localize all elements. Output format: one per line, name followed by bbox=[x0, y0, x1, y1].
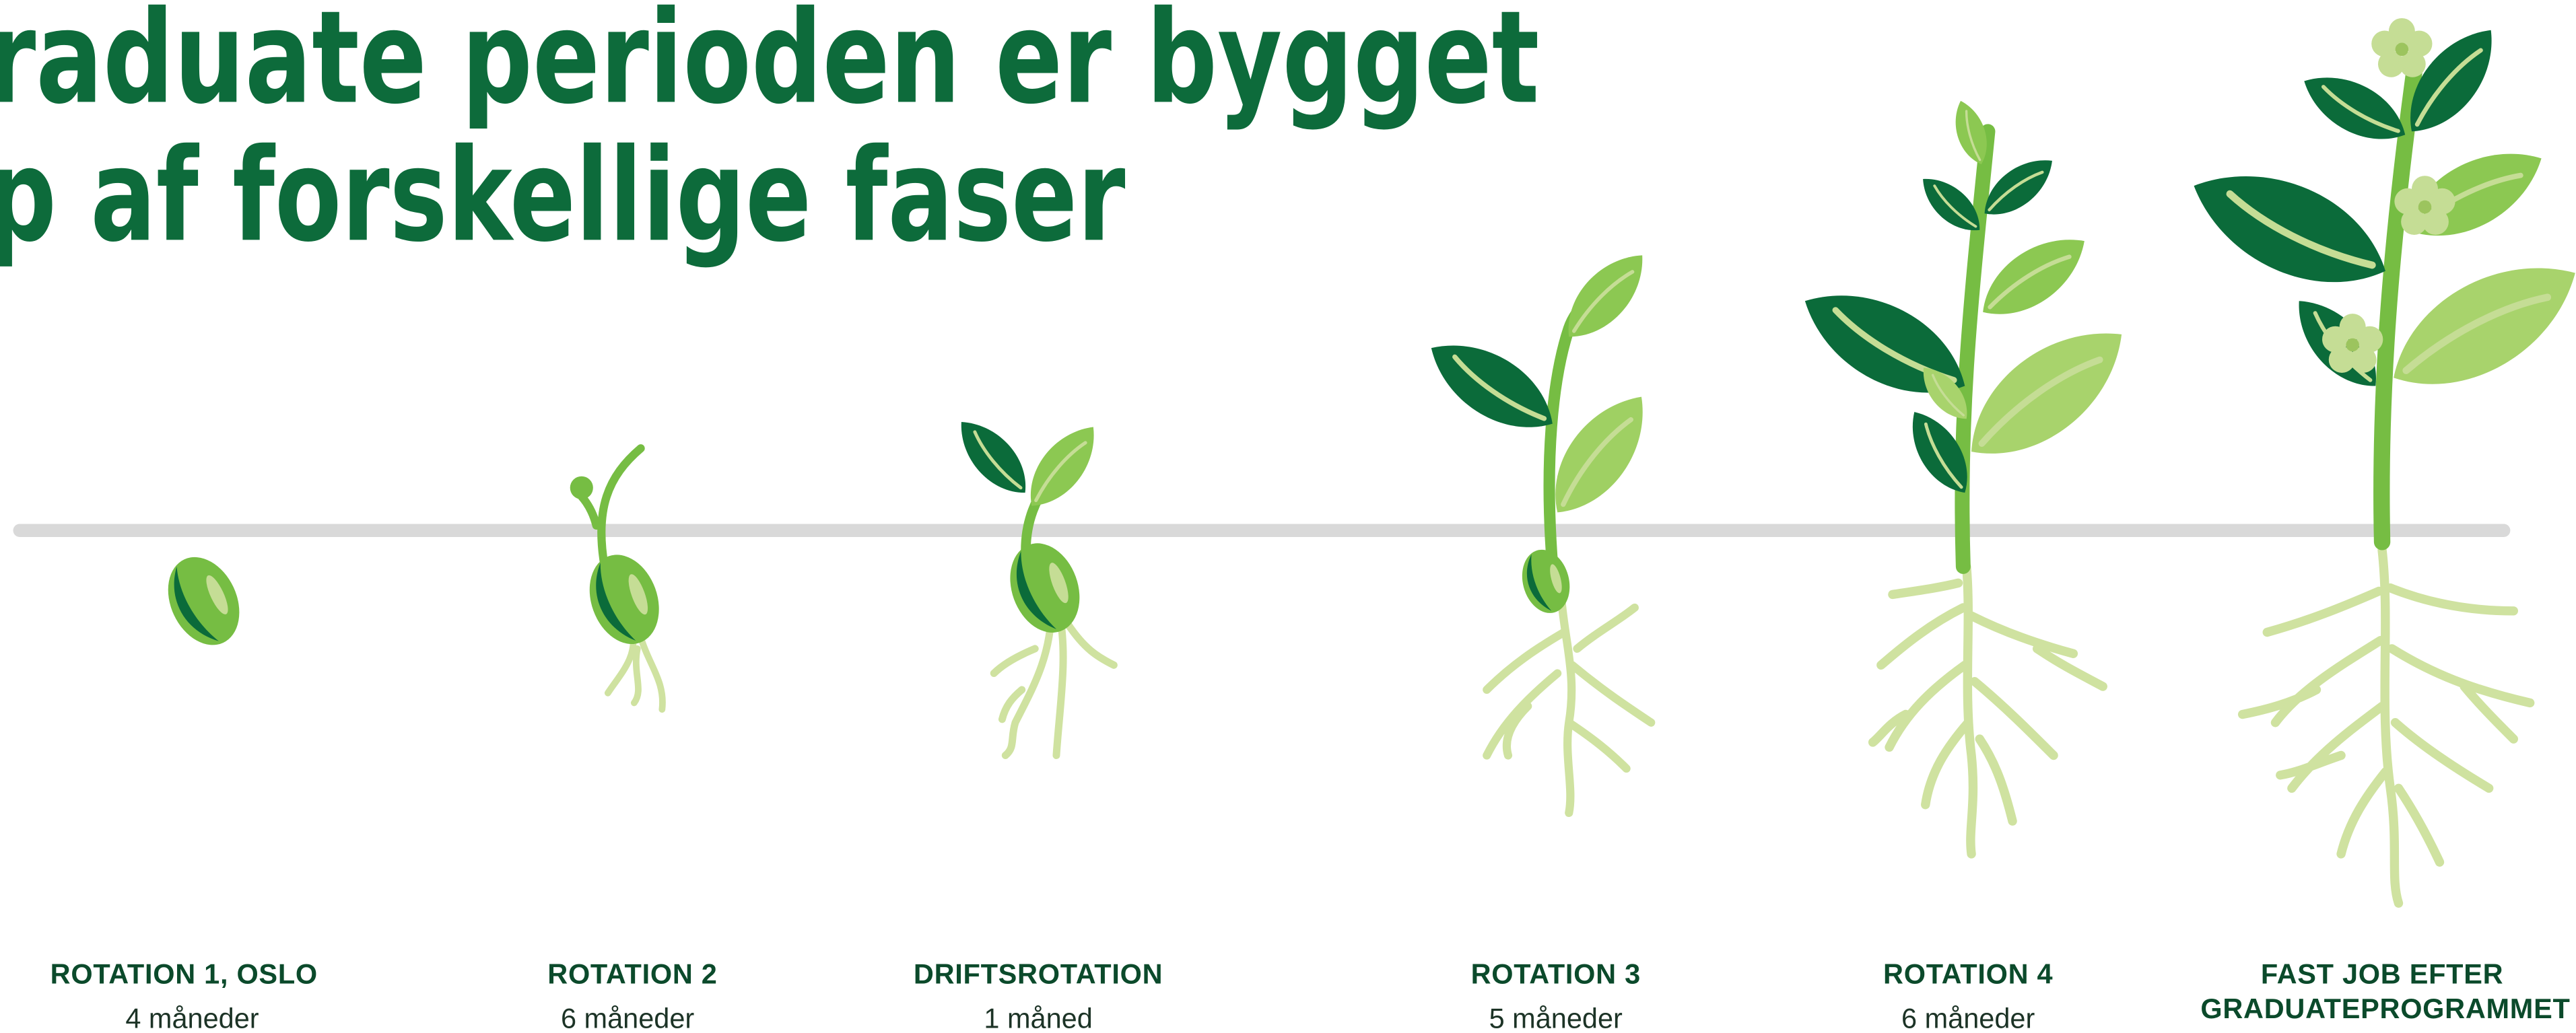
seed bbox=[154, 546, 252, 657]
phase-label: ROTATION 2 bbox=[547, 958, 717, 990]
phase-label: GRADUATEPROGRAMMET bbox=[2200, 993, 2570, 1024]
roots bbox=[2243, 550, 2530, 904]
phase-label: ROTATION 3 bbox=[1471, 958, 1641, 990]
seed bbox=[578, 545, 671, 654]
roots bbox=[1873, 567, 2103, 854]
seed bbox=[1516, 544, 1577, 618]
leaf bbox=[1416, 323, 1569, 449]
leaf bbox=[2372, 236, 2576, 415]
title-line: p af forskellige faser bbox=[0, 120, 1126, 270]
stem bbox=[575, 448, 641, 567]
phase-label: ROTATION 1, OSLO bbox=[50, 958, 318, 990]
plant bbox=[947, 408, 1114, 755]
leaf bbox=[1947, 304, 2146, 483]
plant bbox=[570, 448, 671, 709]
plant bbox=[2176, 13, 2576, 903]
flower bbox=[2371, 18, 2432, 77]
title-line: raduate perioden er bygget bbox=[0, 0, 1539, 132]
leaf bbox=[1968, 220, 2099, 333]
leaf bbox=[2176, 146, 2403, 310]
phase-label: FAST JOB EFTER bbox=[2261, 958, 2503, 990]
leaf bbox=[1015, 415, 1110, 519]
phase-duration: 5 måneder bbox=[1489, 1003, 1623, 1033]
phase-label: ROTATION 4 bbox=[1883, 958, 2053, 990]
plant bbox=[1788, 97, 2146, 854]
phase-duration: 6 måneder bbox=[1901, 1003, 2035, 1033]
seed bbox=[998, 534, 1091, 643]
phase-infographic: raduate perioden er bygget p af forskell… bbox=[0, 0, 2576, 1033]
stem bbox=[1962, 131, 1988, 567]
sprout-tip bbox=[570, 476, 593, 499]
phase-duration: 4 måneder bbox=[125, 1003, 259, 1033]
phase-duration: 6 måneder bbox=[561, 1003, 694, 1033]
roots bbox=[1487, 592, 1651, 813]
phase-duration: 1 måned bbox=[984, 1003, 1092, 1033]
leaf bbox=[947, 408, 1040, 505]
phase-label: DRIFTSROTATION bbox=[914, 958, 1163, 990]
roots bbox=[608, 633, 663, 710]
